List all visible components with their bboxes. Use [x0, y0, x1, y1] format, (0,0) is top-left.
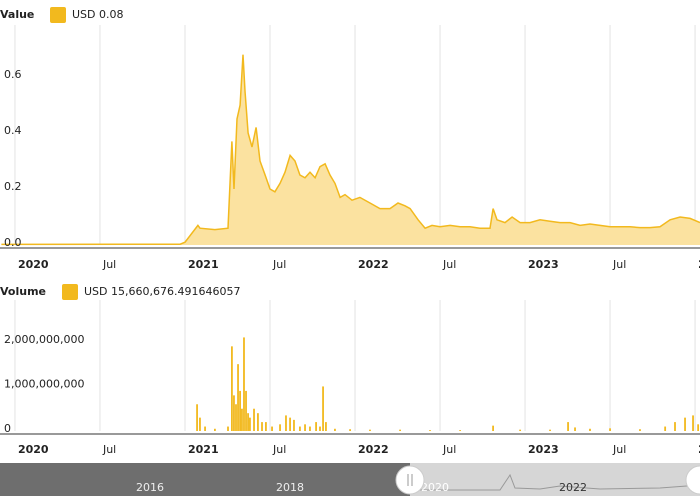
- navigator-sparkline: [410, 473, 700, 491]
- bar: [257, 413, 259, 431]
- bar: [241, 408, 243, 431]
- bar: [309, 426, 311, 431]
- bar: [399, 429, 401, 431]
- navigator-label: 2018: [276, 481, 304, 494]
- bar: [231, 346, 233, 431]
- bar: [692, 415, 694, 431]
- bar: [214, 428, 216, 431]
- bar: [334, 428, 336, 431]
- line: [1, 54, 700, 246]
- bar: [261, 422, 263, 431]
- bar: [315, 422, 317, 431]
- bar: [247, 413, 249, 431]
- x-tick-label: 2024: [698, 258, 700, 271]
- y-tick-label: 1,000,000,000: [4, 377, 84, 390]
- bar: [322, 386, 324, 431]
- bar: [299, 426, 301, 431]
- y-tick-label: 2,000,000,000: [4, 333, 84, 346]
- bar: [285, 415, 287, 431]
- x-tick-label: Jul: [272, 443, 286, 456]
- bar: [227, 426, 229, 431]
- navigator-label: 2020: [421, 481, 449, 494]
- navigator: 2016 2018 2020 2022: [0, 463, 700, 496]
- bar: [245, 390, 247, 431]
- x-tick-label: Jul: [102, 443, 116, 456]
- bar: [235, 404, 237, 431]
- bar: [289, 417, 291, 431]
- x-tick-label: 2023: [528, 443, 559, 456]
- navigator-label: 2016: [136, 481, 164, 494]
- bar: [243, 337, 245, 431]
- x-tick-label: 2021: [188, 258, 219, 271]
- bar: [609, 428, 611, 431]
- bar: [639, 429, 641, 431]
- x-tick-label: 2023: [528, 258, 559, 271]
- bar: [204, 426, 206, 431]
- bar: [325, 422, 327, 431]
- x-tick-label: Jul: [442, 258, 456, 271]
- bar: [574, 427, 576, 431]
- legend-swatch: [62, 284, 78, 300]
- y-tick-label: 0.4: [4, 124, 22, 137]
- panel: Volume USD 15,660,676.491646057 2020 Jul 202…: [0, 284, 700, 456]
- bar: [369, 429, 371, 431]
- bar: [549, 429, 551, 431]
- x-tick-label: 2024: [698, 443, 700, 456]
- y-tick-label: 0: [4, 422, 11, 435]
- legend-label: USD 15,660,676.491646057: [84, 285, 240, 298]
- bar: [196, 404, 198, 431]
- bar: [239, 390, 241, 431]
- bar: [233, 395, 235, 431]
- x-tick-label: Jul: [612, 443, 626, 456]
- bar: [697, 424, 700, 431]
- bar: [271, 426, 273, 431]
- bar: [589, 428, 591, 431]
- x-tick-label: 2021: [188, 443, 219, 456]
- bar: [567, 422, 569, 431]
- x-tick-label: Jul: [272, 258, 286, 271]
- bar: [199, 417, 201, 431]
- x-tick-label: Jul: [102, 258, 116, 271]
- x-tick-label: Jul: [612, 258, 626, 271]
- bar: [237, 364, 239, 431]
- navigator-label: 2022: [559, 481, 587, 494]
- legend-label: USD 0.08: [72, 8, 124, 21]
- bar: [304, 424, 306, 431]
- bar: [459, 430, 461, 431]
- x-tick-label: 2020: [18, 258, 49, 271]
- bar: [293, 419, 295, 431]
- navigator-handle[interactable]: [685, 465, 700, 495]
- bar: [253, 408, 255, 431]
- x-tick-label: 2022: [358, 443, 389, 456]
- bar: [519, 429, 522, 431]
- bar: [265, 422, 267, 431]
- x-tick-label: Jul: [442, 443, 456, 456]
- legend-title: Volume: [0, 285, 46, 298]
- legend-swatch: [50, 7, 66, 23]
- bar: [319, 426, 321, 431]
- navigator-handle[interactable]: [395, 465, 425, 495]
- bar: [429, 430, 431, 431]
- bar: [664, 426, 667, 431]
- y-tick-label: 0.6: [4, 68, 22, 81]
- navigator-mask: [0, 463, 410, 496]
- bar: [492, 425, 494, 431]
- legend-title: Value: [0, 8, 34, 21]
- y-tick-label: 0.0: [4, 236, 22, 249]
- panel: Value USD 0.08 2020 Jul 2021 Jul 2022 Jul 2023 Ju…: [0, 7, 700, 271]
- x-tick-label: 2022: [358, 258, 389, 271]
- bar: [249, 417, 251, 431]
- bar: [674, 422, 676, 431]
- y-tick-label: 0.2: [4, 180, 22, 193]
- bar: [684, 417, 686, 431]
- bar: [279, 424, 281, 431]
- x-tick-label: 2020: [18, 443, 49, 456]
- area: [1, 54, 700, 246]
- bar: [349, 429, 351, 431]
